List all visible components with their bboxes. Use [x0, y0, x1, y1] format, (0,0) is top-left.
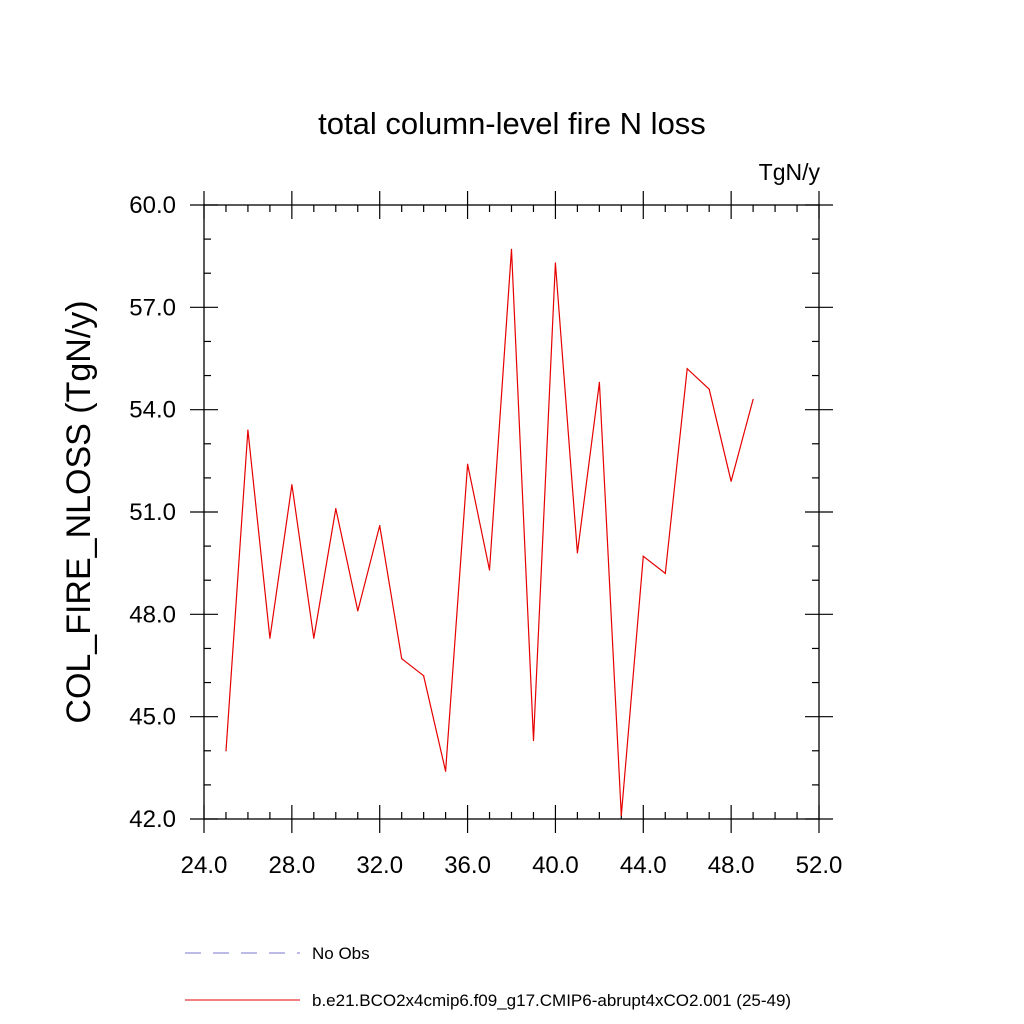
- data-point: [554, 262, 557, 264]
- data-series: [225, 248, 754, 817]
- data-point: [620, 814, 622, 817]
- data-point: [335, 507, 337, 510]
- y-tick-label: 48.0: [129, 601, 176, 628]
- data-point: [642, 555, 644, 557]
- data-point: [686, 368, 688, 370]
- chart-title: total column-level fire N loss: [318, 106, 706, 141]
- data-point: [466, 463, 469, 465]
- units-label: TgN/y: [759, 159, 821, 185]
- y-tick-label: 51.0: [129, 499, 176, 526]
- data-point: [664, 572, 666, 575]
- data-point: [291, 484, 293, 486]
- y-tick-label: 57.0: [129, 294, 176, 321]
- legend-label-no-obs: No Obs: [312, 944, 370, 963]
- data-point: [401, 658, 403, 660]
- x-tick-label: 44.0: [620, 852, 667, 879]
- y-tick-label: 60.0: [129, 192, 176, 219]
- x-tick-label: 24.0: [181, 852, 228, 879]
- data-point: [576, 552, 578, 554]
- data-point: [357, 610, 359, 612]
- data-point: [532, 739, 535, 742]
- data-point: [269, 637, 271, 639]
- y-tick-label: 54.0: [129, 397, 176, 424]
- data-point: [445, 770, 447, 772]
- x-tick-label: 32.0: [356, 852, 403, 879]
- x-tick-label: 52.0: [796, 852, 843, 879]
- x-tick-label: 36.0: [444, 852, 491, 879]
- x-tick-label: 40.0: [532, 852, 579, 879]
- legend: No Obs b.e21.BCO2x4cmip6.f09_g17.CMIP6-a…: [185, 944, 791, 1010]
- x-tick-label: 28.0: [268, 852, 315, 879]
- data-point: [313, 637, 315, 639]
- data-point: [730, 480, 732, 482]
- data-point: [510, 248, 513, 250]
- data-point: [752, 398, 754, 401]
- data-point: [225, 750, 227, 752]
- legend-label-model-run: b.e21.BCO2x4cmip6.f09_g17.CMIP6-abrupt4x…: [312, 991, 791, 1010]
- y-axis-label: COL_FIRE_NLOSS (TgN/y): [60, 300, 98, 723]
- data-point: [423, 675, 425, 677]
- series-line-0: [225, 249, 754, 816]
- y-tick-label: 45.0: [129, 704, 176, 731]
- data-point: [488, 569, 491, 571]
- x-tick-labels: 24.0 28.0 32.0 36.0 40.0 44.0 48.0 52.0: [181, 852, 843, 879]
- y-tick-label: 42.0: [129, 806, 176, 833]
- data-point: [598, 381, 600, 383]
- data-point: [379, 525, 381, 527]
- data-point: [708, 388, 710, 390]
- x-tick-label: 48.0: [708, 852, 755, 879]
- y-tick-labels: 42.0 45.0 48.0 51.0 54.0 57.0 60.0: [129, 192, 176, 833]
- data-point: [247, 429, 249, 431]
- axis-ticks: [190, 191, 833, 833]
